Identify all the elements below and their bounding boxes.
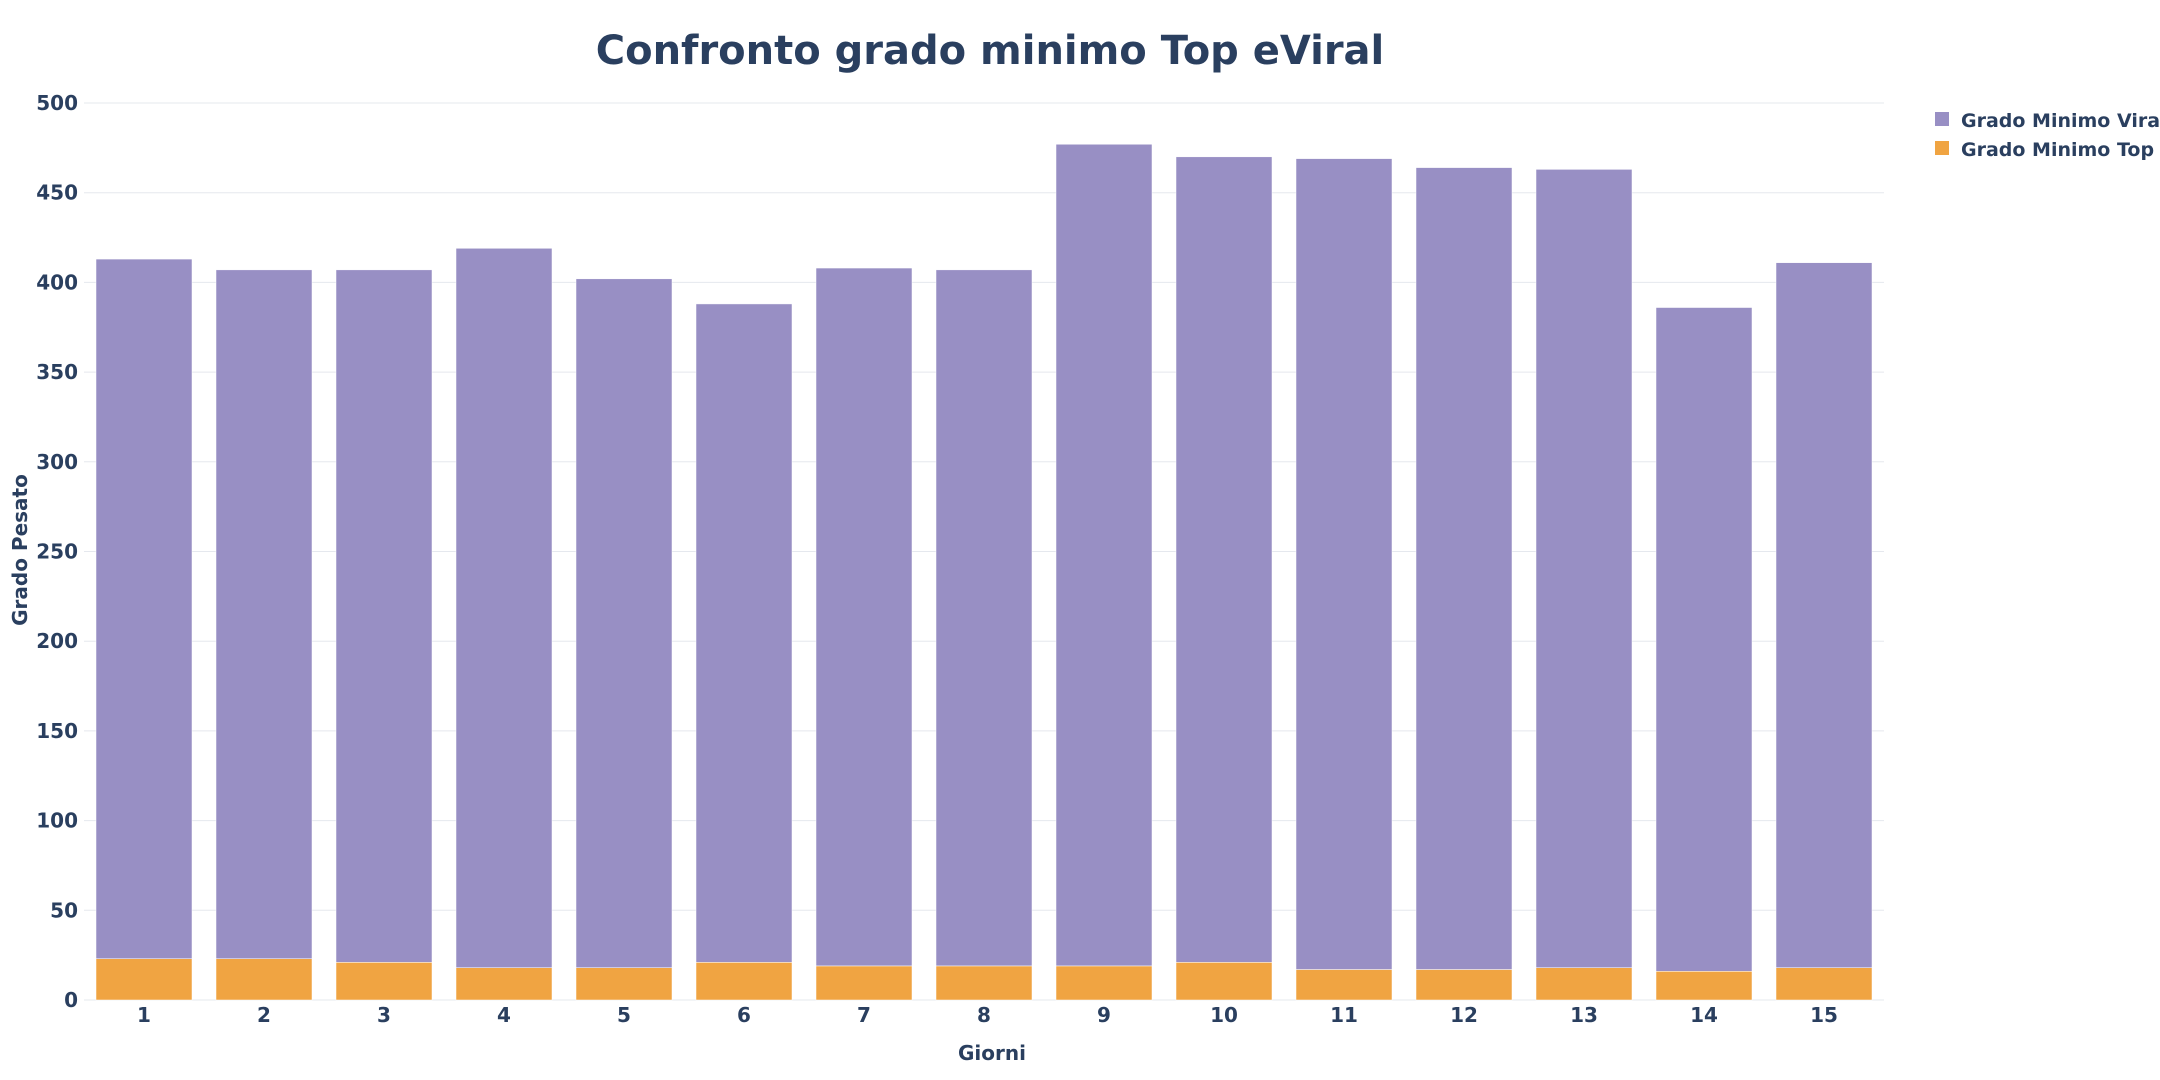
legend-label-top: Grado Minimo Top <box>1961 139 2154 161</box>
bars <box>95 144 1873 1001</box>
bar-top-day-6[interactable] <box>695 962 793 1001</box>
bar-top-day-1[interactable] <box>95 958 193 1001</box>
y-tick-label: 100 <box>36 809 78 833</box>
bar-viral-day-7[interactable] <box>815 267 913 967</box>
x-tick-label: 4 <box>497 1003 511 1027</box>
legend-swatch-viral <box>1935 112 1949 126</box>
bar-viral-day-14[interactable] <box>1655 307 1753 972</box>
bar-viral-day-3[interactable] <box>335 269 433 963</box>
x-tick-label: 9 <box>1097 1003 1111 1027</box>
x-tick-label: 12 <box>1450 1003 1478 1027</box>
x-tick-label: 6 <box>737 1003 751 1027</box>
x-tick-label: 11 <box>1330 1003 1358 1027</box>
y-tick-label: 300 <box>36 450 78 474</box>
x-tick-label: 3 <box>377 1003 391 1027</box>
y-tick-label: 250 <box>36 540 78 564</box>
bar-viral-day-13[interactable] <box>1535 169 1633 968</box>
x-tick-label: 7 <box>857 1003 871 1027</box>
bar-top-day-14[interactable] <box>1655 971 1753 1001</box>
bar-top-day-10[interactable] <box>1175 962 1273 1001</box>
bar-viral-day-9[interactable] <box>1055 144 1153 967</box>
x-tick-label: 14 <box>1690 1003 1718 1027</box>
y-tick-label: 400 <box>36 270 78 294</box>
bar-viral-day-15[interactable] <box>1775 262 1873 968</box>
y-tick-label: 200 <box>36 629 78 653</box>
y-axis-ticks: 0 50 100 150 200 250 300 350 400 450 500 <box>36 91 78 1012</box>
bar-viral-day-5[interactable] <box>575 278 673 968</box>
x-tick-label: 5 <box>617 1003 631 1027</box>
legend-item-viral[interactable]: Grado Minimo Viral <box>1935 110 2160 132</box>
x-tick-label: 13 <box>1570 1003 1598 1027</box>
legend-item-top[interactable]: Grado Minimo Top <box>1935 139 2154 161</box>
y-tick-label: 350 <box>36 360 78 384</box>
bar-top-day-9[interactable] <box>1055 965 1153 1001</box>
x-tick-label: 8 <box>977 1003 991 1027</box>
bar-viral-day-4[interactable] <box>455 248 553 968</box>
bar-viral-day-8[interactable] <box>935 269 1033 967</box>
bar-viral-day-6[interactable] <box>695 303 793 963</box>
y-tick-label: 450 <box>36 181 78 205</box>
bar-viral-day-11[interactable] <box>1295 158 1393 970</box>
bar-top-day-8[interactable] <box>935 965 1033 1001</box>
bar-top-day-11[interactable] <box>1295 969 1393 1001</box>
x-axis-ticks: 1 2 3 4 5 6 7 8 9 10 11 12 13 14 15 <box>137 1003 1838 1027</box>
legend: Grado Minimo Viral Grado Minimo Top <box>1935 110 2160 161</box>
y-tick-label: 0 <box>64 988 78 1012</box>
bar-viral-day-2[interactable] <box>215 269 313 959</box>
bar-top-day-13[interactable] <box>1535 967 1633 1001</box>
bar-top-day-5[interactable] <box>575 967 673 1001</box>
bar-viral-day-12[interactable] <box>1415 167 1513 970</box>
bar-top-day-4[interactable] <box>455 967 553 1001</box>
bar-top-day-15[interactable] <box>1775 967 1873 1001</box>
legend-label-viral: Grado Minimo Viral <box>1961 110 2160 132</box>
bar-viral-day-1[interactable] <box>95 258 193 959</box>
chart-title: Confronto grado minimo Top eViral <box>596 28 1385 74</box>
bar-top-day-12[interactable] <box>1415 969 1513 1001</box>
x-tick-label: 1 <box>137 1003 151 1027</box>
y-axis-title: Grado Pesato <box>8 474 32 626</box>
y-tick-label: 50 <box>50 898 78 922</box>
x-tick-label: 10 <box>1210 1003 1238 1027</box>
x-axis-title: Giorni <box>958 1041 1026 1065</box>
x-tick-label: 15 <box>1810 1003 1838 1027</box>
y-tick-label: 500 <box>36 91 78 115</box>
y-tick-label: 150 <box>36 719 78 743</box>
bar-viral-day-10[interactable] <box>1175 156 1273 963</box>
legend-swatch-top <box>1935 141 1949 155</box>
x-tick-label: 2 <box>257 1003 271 1027</box>
bar-top-day-2[interactable] <box>215 958 313 1001</box>
bar-top-day-7[interactable] <box>815 965 913 1001</box>
bar-top-day-3[interactable] <box>335 962 433 1001</box>
